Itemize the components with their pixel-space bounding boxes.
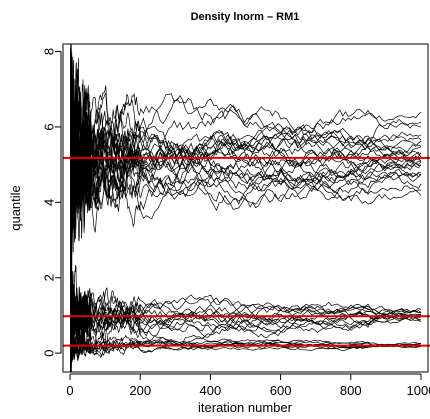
series-line-2-5: [70, 319, 422, 361]
x-tick-label: 200: [129, 383, 151, 398]
x-tick-label: 0: [66, 383, 73, 398]
x-tick-label: 800: [340, 383, 362, 398]
y-tick-label: 6: [41, 123, 56, 130]
series-line-1-12: [70, 270, 422, 372]
series-line-0-22: [70, 147, 422, 263]
y-tick-label: 0: [41, 350, 56, 357]
series-line-2-7: [70, 332, 421, 361]
series-line-2-2: [70, 332, 422, 367]
series-line-2-3: [70, 333, 422, 369]
series-line-0-10: [70, 100, 422, 301]
series-line-0-20: [70, 100, 422, 229]
y-axis: 0 2 4 6 8: [41, 48, 62, 357]
x-tick-label: 400: [200, 383, 222, 398]
y-tick-label: 2: [41, 274, 56, 281]
reference-lines: [63, 156, 430, 347]
series-line-0-24: [70, 127, 422, 255]
plot-frame: [62, 43, 429, 373]
x-axis-label: iteration number: [198, 400, 293, 415]
series-line-1-6: [70, 260, 422, 365]
x-tick-label: 600: [270, 383, 292, 398]
series-line-1-7: [70, 291, 422, 372]
y-tick-label: 8: [41, 48, 56, 55]
y-tick-label: 4: [41, 199, 56, 206]
plot-lines: [70, 44, 422, 372]
chart-title: Density lnorm – RM1: [191, 11, 300, 23]
series-line-1-8: [70, 285, 422, 372]
y-axis-label: quantile: [8, 185, 23, 231]
